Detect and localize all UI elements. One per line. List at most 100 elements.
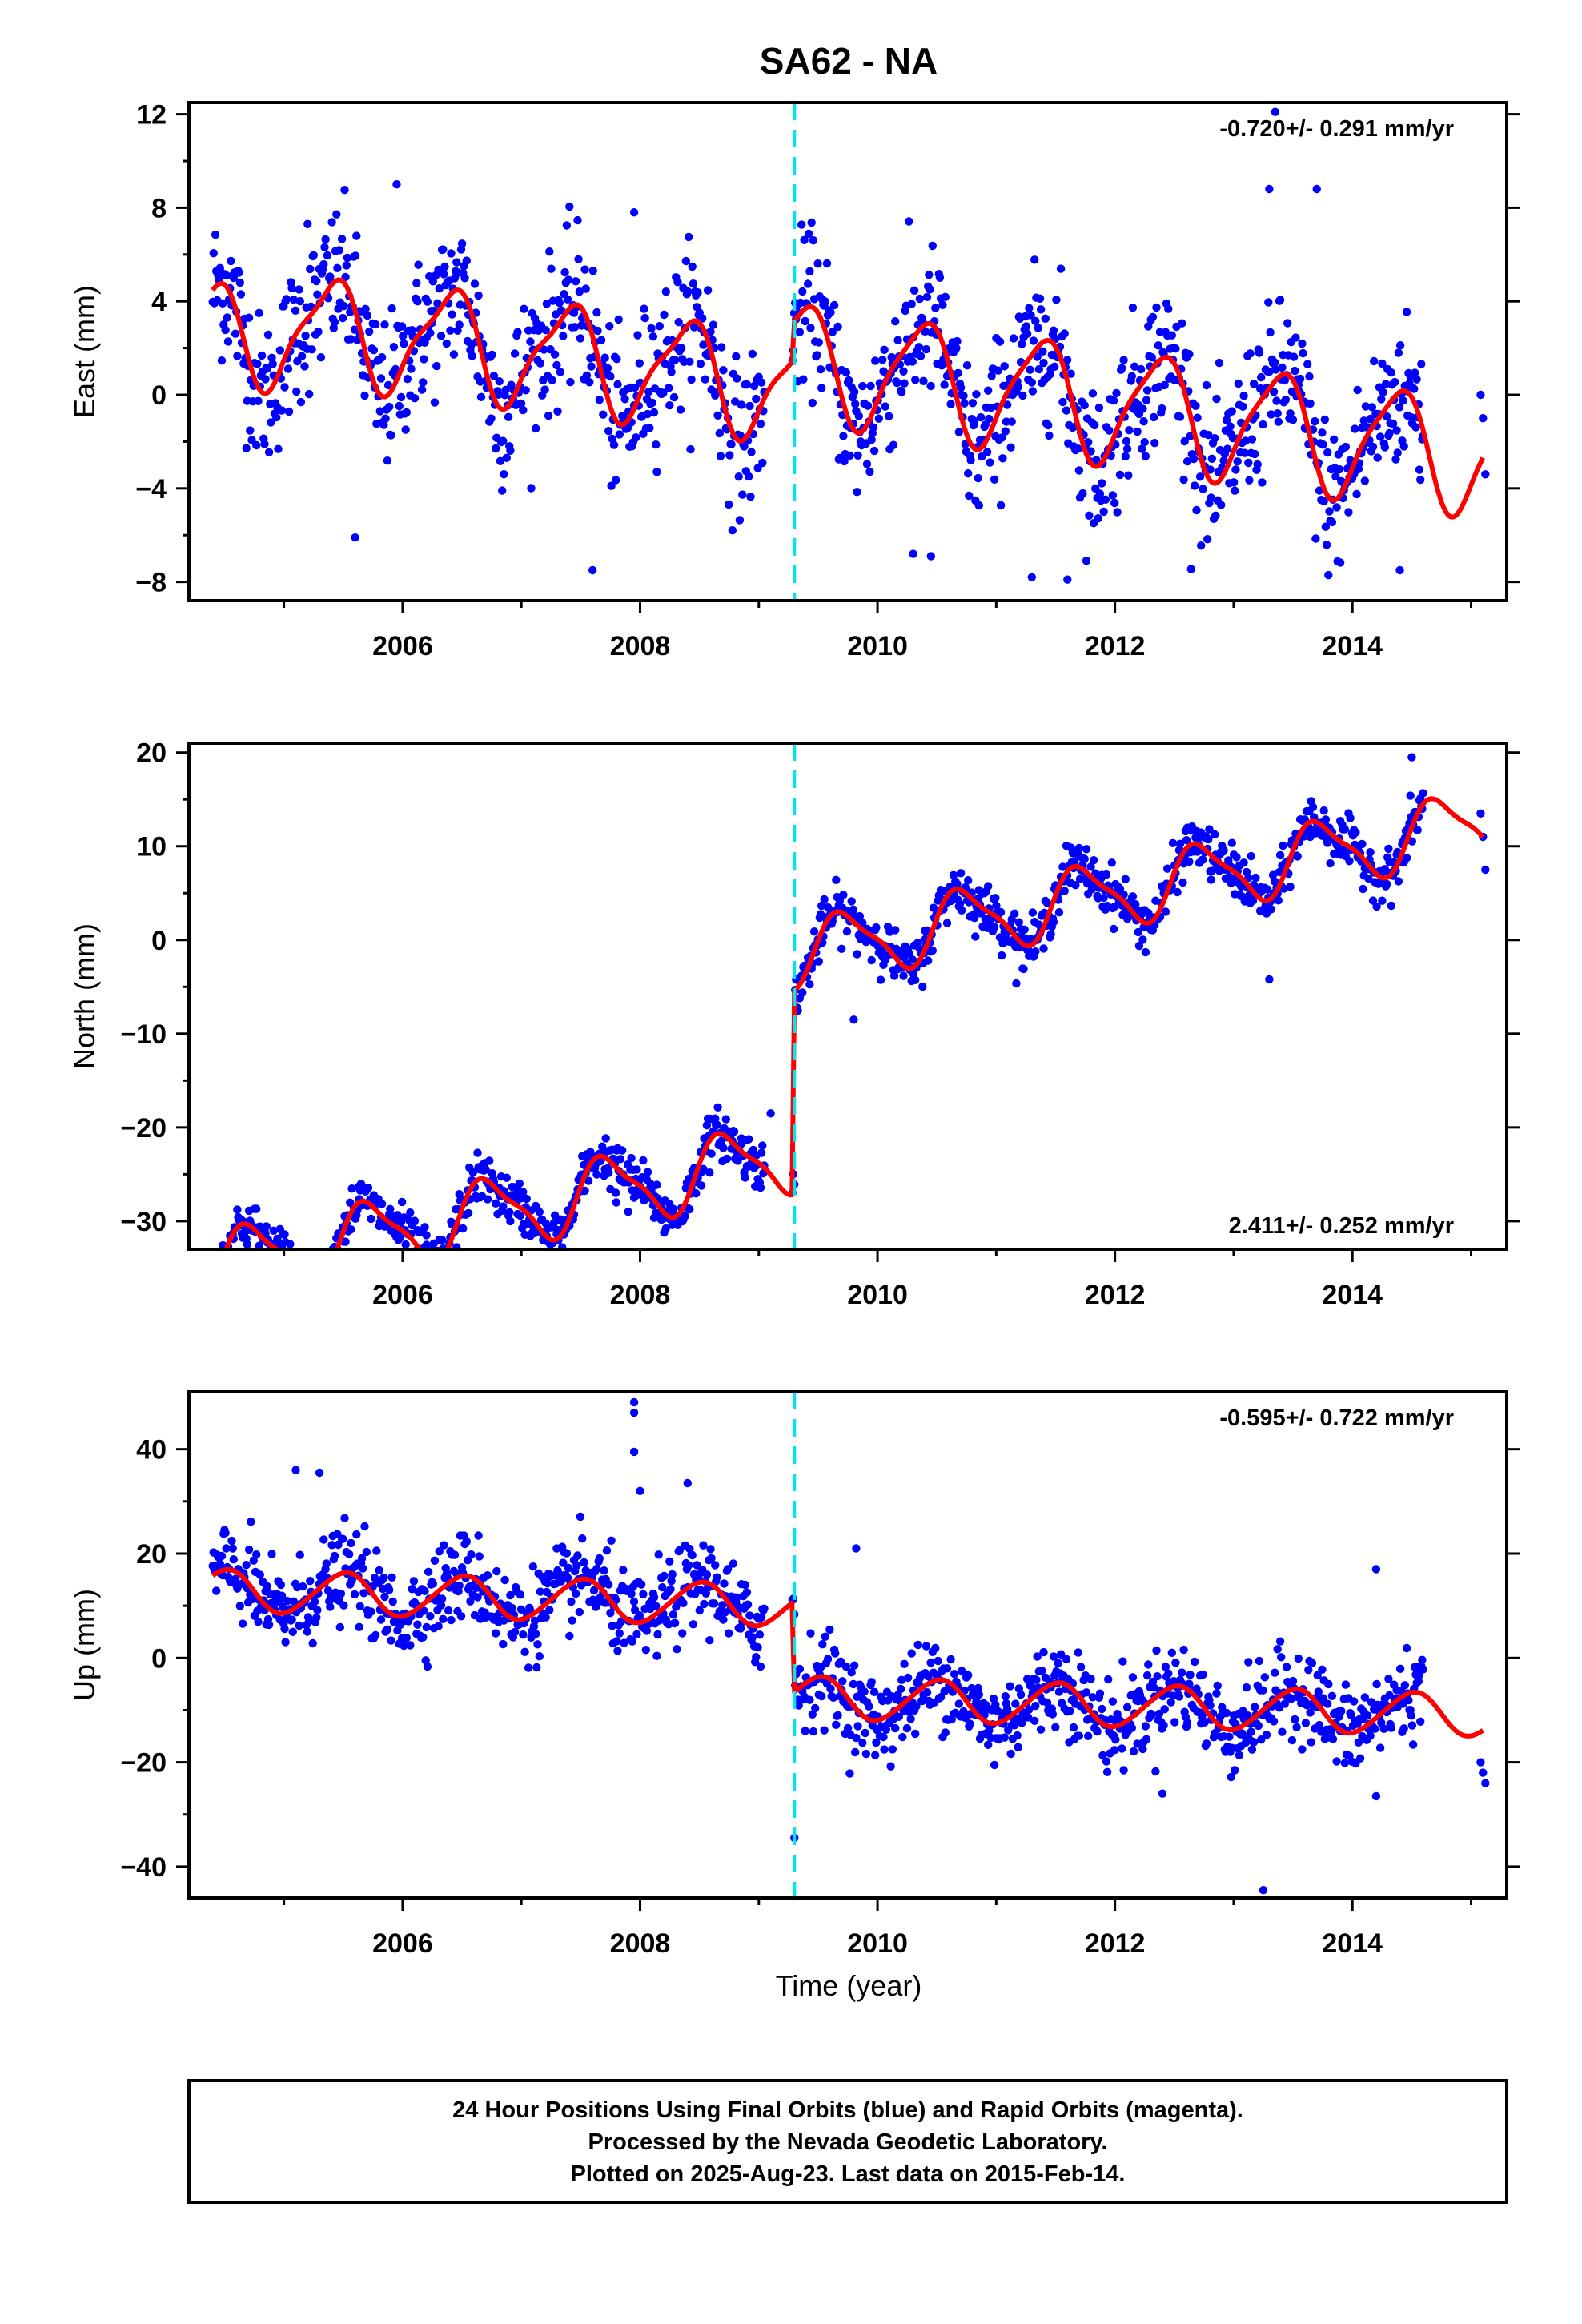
data-point <box>721 1115 730 1124</box>
data-point <box>291 1466 300 1474</box>
data-point <box>639 1590 648 1599</box>
data-point <box>654 1550 663 1559</box>
data-point <box>612 1637 621 1646</box>
data-point <box>1347 1711 1356 1720</box>
footer-line-2: Processed by the Nevada Geodetic Laborat… <box>588 2129 1108 2155</box>
data-point <box>335 246 343 255</box>
data-point <box>1115 470 1125 480</box>
data-point <box>817 901 826 911</box>
data-point <box>1274 896 1283 905</box>
data-point <box>327 218 336 227</box>
data-point <box>550 350 560 359</box>
data-point <box>1054 1687 1064 1696</box>
data-point <box>841 368 851 377</box>
data-point <box>660 310 669 320</box>
data-point <box>1088 1693 1098 1702</box>
data-point <box>295 1621 303 1630</box>
data-point <box>974 501 984 510</box>
data-point <box>371 1630 380 1640</box>
data-point <box>312 1613 321 1622</box>
data-point <box>570 323 580 332</box>
data-point <box>1399 396 1407 405</box>
data-point <box>1134 927 1143 937</box>
data-point <box>1273 1645 1282 1654</box>
data-point <box>1051 1723 1060 1731</box>
data-point <box>562 1549 572 1558</box>
data-point <box>243 1240 252 1249</box>
data-point <box>902 1723 912 1733</box>
data-point <box>235 1602 244 1610</box>
data-point <box>837 944 846 954</box>
data-point <box>1272 396 1281 405</box>
data-point <box>1412 375 1421 384</box>
data-point <box>1377 395 1386 404</box>
data-point <box>1223 444 1232 453</box>
data-point <box>1042 899 1052 907</box>
data-point <box>652 1602 661 1610</box>
data-point <box>257 351 267 360</box>
data-point <box>1205 825 1214 834</box>
y-tick-label: 4 <box>151 287 167 317</box>
data-point <box>699 340 708 349</box>
data-point <box>1175 839 1185 849</box>
data-point <box>1066 1707 1074 1715</box>
data-point <box>584 1176 593 1185</box>
data-point <box>1242 1683 1251 1692</box>
data-point <box>1006 443 1015 452</box>
data-point <box>1125 426 1134 435</box>
data-point <box>911 376 920 384</box>
data-point <box>519 1630 528 1639</box>
data-point <box>1351 424 1359 433</box>
data-point <box>702 1570 712 1579</box>
data-point <box>460 274 469 283</box>
data-point <box>984 1740 993 1749</box>
data-point <box>1049 918 1058 927</box>
data-point <box>1138 935 1147 944</box>
data-point <box>548 376 556 384</box>
data-point <box>853 451 862 460</box>
data-point <box>965 491 974 501</box>
data-point <box>596 336 606 344</box>
data-point <box>699 1541 708 1550</box>
data-point <box>474 291 483 300</box>
data-point <box>615 1629 624 1638</box>
data-point <box>860 1687 869 1696</box>
data-point <box>387 1636 396 1645</box>
data-point <box>395 401 404 411</box>
data-point <box>600 353 609 362</box>
data-point <box>385 402 394 412</box>
data-point <box>741 1580 749 1590</box>
data-point <box>1185 350 1194 359</box>
data-point <box>950 1670 959 1679</box>
data-point <box>563 1574 572 1582</box>
data-point <box>715 428 724 438</box>
data-point <box>253 360 262 368</box>
data-point <box>267 1550 276 1558</box>
data-point <box>417 385 427 394</box>
data-point <box>351 533 359 542</box>
data-point <box>1335 558 1345 567</box>
data-point <box>339 313 347 323</box>
data-point <box>929 903 938 912</box>
data-point <box>272 412 281 422</box>
data-point <box>362 1547 371 1557</box>
data-point <box>488 350 496 360</box>
data-point <box>795 328 805 336</box>
data-point <box>1149 412 1158 422</box>
data-point <box>1264 298 1273 307</box>
data-point <box>1254 1721 1263 1731</box>
data-point <box>956 383 966 392</box>
data-point <box>1327 517 1337 527</box>
data-point <box>1293 852 1302 861</box>
data-point <box>908 357 917 366</box>
data-point <box>1384 1675 1393 1683</box>
data-point <box>377 353 387 362</box>
data-point <box>1199 485 1207 493</box>
data-point <box>347 335 355 344</box>
data-point <box>1399 1724 1408 1733</box>
data-point <box>381 414 390 423</box>
data-point <box>1257 1735 1266 1744</box>
data-point <box>1379 1724 1388 1733</box>
data-point <box>619 1566 628 1574</box>
data-point <box>426 1612 435 1621</box>
